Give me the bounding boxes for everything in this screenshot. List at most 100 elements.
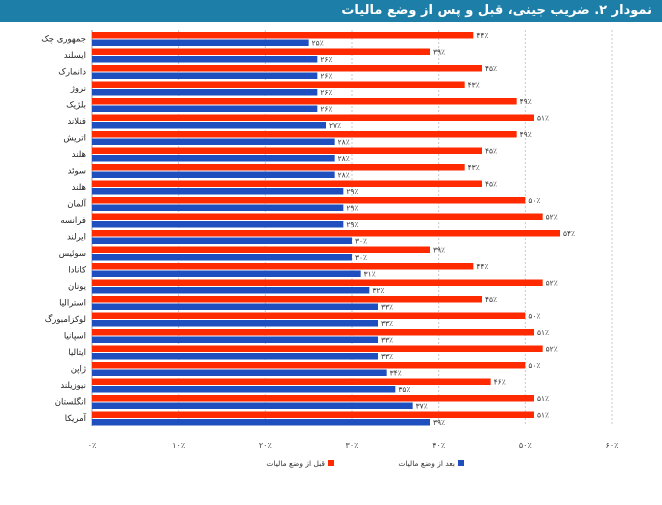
data-label: ۲۵٪ [312, 39, 324, 48]
bar-before-tax [92, 65, 482, 72]
category-label: هلند [72, 183, 86, 193]
data-label: ۳۹٪ [433, 246, 445, 255]
x-tick-label: ۲۰٪ [259, 441, 272, 450]
x-tick-label: ۰٪ [88, 441, 97, 450]
category-label: دانمارک [58, 67, 86, 77]
bar-before-tax [92, 214, 543, 221]
category-label: لوکزامبورگ [45, 315, 86, 325]
category-label: یونان [68, 282, 87, 292]
data-label: ۳۳٪ [381, 336, 393, 345]
category-label: اسپانیا [64, 331, 86, 341]
category-label: نیوزیلند [60, 381, 86, 391]
category-label: انگلستان [55, 396, 86, 407]
category-label: آلمان [67, 197, 86, 209]
data-label: ۴۵٪ [485, 180, 497, 189]
data-label: ۳۱٪ [364, 270, 376, 279]
data-label: ۳۰٪ [355, 253, 367, 262]
legend-label: قبل از وضع مالیات [266, 459, 325, 468]
bar-before-tax [92, 362, 525, 369]
bar-after-tax [92, 73, 317, 80]
data-label: ۴۳٪ [468, 81, 480, 90]
chart-title: نمودار ۲. ضریب جینی، قبل و پس از وضع مال… [0, 0, 662, 22]
data-label: ۴۴٪ [476, 31, 488, 40]
bar-before-tax [92, 131, 517, 138]
category-label: کانادا [68, 265, 87, 275]
bar-before-tax [92, 181, 482, 188]
data-label: ۴۶٪ [494, 378, 506, 387]
bar-before-tax [92, 263, 473, 270]
bar-before-tax [92, 280, 543, 287]
data-label: ۳۹٪ [433, 48, 445, 57]
bar-after-tax [92, 205, 343, 212]
data-label: ۳۳٪ [381, 303, 393, 312]
data-label: ۵۲٪ [546, 213, 558, 222]
data-label: ۵۰٪ [528, 361, 540, 370]
data-label: ۵۰٪ [528, 196, 540, 205]
bar-after-tax [92, 155, 335, 162]
category-label: استرالیا [59, 298, 86, 308]
x-tick-label: ۱۰٪ [172, 441, 185, 450]
data-label: ۳۴٪ [390, 369, 402, 378]
bar-after-tax [92, 320, 378, 327]
bar-after-tax [92, 370, 387, 377]
data-label: ۲۹٪ [346, 204, 358, 213]
bar-before-tax [92, 49, 430, 56]
category-label: جمهوری چک [41, 34, 86, 44]
data-label: ۵۱٪ [537, 114, 549, 123]
data-label: ۵۰٪ [528, 312, 540, 321]
bar-before-tax [92, 164, 465, 171]
data-label: ۵۱٪ [537, 394, 549, 403]
bar-after-tax [92, 221, 343, 228]
data-label: ۲۹٪ [346, 187, 358, 196]
data-label: ۴۵٪ [485, 64, 497, 73]
data-label: ۲۸٪ [338, 171, 350, 180]
bar-after-tax [92, 386, 395, 393]
category-label: نروژ [70, 84, 86, 94]
bar-before-tax [92, 296, 482, 303]
bar-after-tax [92, 353, 378, 360]
bar-before-tax [92, 197, 525, 204]
bar-after-tax [92, 287, 369, 294]
data-label: ۵۱٪ [537, 328, 549, 337]
data-label: ۴۹٪ [520, 130, 532, 139]
data-label: ۲۸٪ [338, 154, 350, 163]
data-label: ۴۵٪ [485, 295, 497, 304]
bar-before-tax [92, 148, 482, 155]
category-label: فرانسه [60, 216, 86, 226]
category-label: هلند [72, 150, 86, 160]
bar-before-tax [92, 32, 473, 39]
category-label: سوئد [68, 166, 86, 176]
data-label: ۳۹٪ [433, 418, 445, 427]
data-label: ۲۸٪ [338, 138, 350, 147]
x-tick-label: ۳۰٪ [346, 441, 359, 450]
data-label: ۳۰٪ [355, 237, 367, 246]
x-tick-label: ۶۰٪ [606, 441, 619, 450]
bar-after-tax [92, 89, 317, 96]
bar-after-tax [92, 419, 430, 426]
bar-after-tax [92, 254, 352, 261]
bar-after-tax [92, 40, 309, 47]
data-label: ۴۵٪ [485, 147, 497, 156]
bar-before-tax [92, 313, 525, 320]
category-label: سوئیس [59, 249, 86, 259]
category-label: ایرلند [67, 232, 86, 242]
bar-before-tax [92, 346, 543, 353]
data-label: ۴۹٪ [520, 97, 532, 106]
bar-after-tax [92, 403, 413, 410]
bar-before-tax [92, 379, 491, 386]
data-label: ۳۳٪ [381, 319, 393, 328]
x-tick-label: ۴۰٪ [432, 441, 445, 450]
category-label: اتریش [63, 133, 86, 143]
data-label: ۵۲٪ [546, 279, 558, 288]
bar-after-tax [92, 122, 326, 129]
data-label: ۲۶٪ [320, 88, 332, 97]
bar-before-tax [92, 247, 430, 254]
category-label: ایتالیا [68, 348, 86, 358]
category-label: آمریکا [65, 412, 87, 424]
bar-before-tax [92, 115, 534, 122]
data-label: ۳۵٪ [398, 385, 410, 394]
data-label: ۵۱٪ [537, 411, 549, 420]
bar-before-tax [92, 82, 465, 89]
bar-after-tax [92, 139, 335, 146]
data-label: ۵۲٪ [546, 345, 558, 354]
